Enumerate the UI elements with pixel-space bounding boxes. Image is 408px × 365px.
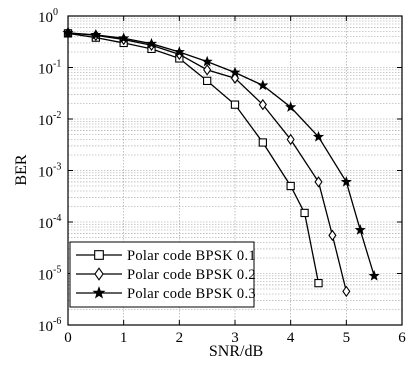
data-point-diamond: [328, 229, 337, 242]
data-point-star: [354, 224, 366, 235]
legend-label: Polar code BPSK 0.3: [127, 286, 256, 302]
legend-marker-diamond: [94, 267, 104, 281]
x-tick-label: 1: [120, 330, 128, 346]
data-point-diamond: [203, 64, 212, 76]
data-point-diamond: [342, 285, 351, 298]
data-point-square: [300, 208, 309, 218]
data-point-star: [201, 55, 213, 67]
data-point-square: [258, 138, 267, 147]
legend-label: Polar code BPSK 0.2: [127, 267, 256, 283]
data-point-star: [257, 79, 269, 91]
x-tick-label: 0: [64, 330, 72, 346]
data-point-square: [314, 278, 323, 288]
legend-marker-square: [94, 250, 104, 260]
y-tick-label: 10-4: [38, 213, 61, 232]
y-tick-label: 10-5: [38, 265, 61, 284]
x-tick-label: 3: [231, 330, 239, 346]
series-line: [67, 32, 375, 277]
y-tick-label: 10-2: [38, 110, 61, 129]
y-tick-label: 100: [38, 7, 58, 26]
data-point-star: [90, 29, 102, 40]
legend-marker-star: [92, 286, 106, 299]
x-tick-label: 5: [343, 330, 351, 346]
x-tick-label: 6: [398, 330, 406, 346]
data-point-square: [203, 76, 212, 86]
legend-label: Polar code BPSK 0.1: [127, 248, 256, 264]
y-axis-label: BER: [13, 154, 30, 185]
data-point-star: [312, 131, 325, 142]
y-tick-label: 10-1: [38, 59, 61, 78]
data-point-star: [118, 32, 130, 43]
series-3: [62, 27, 380, 281]
data-point-square: [230, 100, 240, 109]
data-point-diamond: [286, 133, 295, 146]
data-point-square: [286, 181, 295, 191]
data-point-star: [285, 101, 297, 112]
data-point-diamond: [314, 176, 323, 188]
series-line: [67, 32, 347, 292]
data-point-star: [145, 37, 158, 49]
data-point-star: [229, 66, 241, 78]
data-point-star: [340, 176, 352, 187]
y-tick-label: 10-3: [38, 162, 61, 181]
x-tick-label: 2: [176, 330, 184, 346]
x-tick-label: 4: [287, 330, 295, 346]
x-axis-label: SNR/dB: [209, 343, 263, 360]
y-tick-label: 10-6: [38, 316, 61, 335]
data-point-star: [368, 270, 380, 281]
data-point-star: [173, 46, 185, 57]
data-point-diamond: [258, 98, 267, 111]
